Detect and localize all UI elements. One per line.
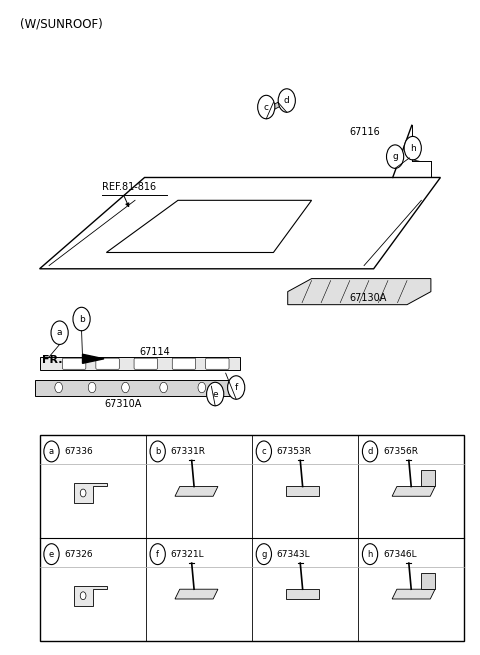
Text: c: c [262,447,266,456]
FancyBboxPatch shape [96,358,119,369]
Text: 67346L: 67346L [383,550,417,559]
Circle shape [404,136,421,160]
Text: 67326: 67326 [64,550,93,559]
Circle shape [258,96,275,119]
Text: a: a [49,447,54,456]
Text: 67321L: 67321L [170,550,204,559]
Text: 67310A: 67310A [104,400,142,409]
Text: 67114: 67114 [140,347,170,357]
Text: b: b [79,314,84,324]
Circle shape [80,489,86,497]
FancyBboxPatch shape [62,358,86,369]
Text: g: g [261,550,266,559]
Polygon shape [175,590,218,599]
Text: 67116: 67116 [350,127,381,137]
Text: FR.: FR. [42,355,62,365]
Polygon shape [83,354,104,364]
Polygon shape [175,487,218,496]
Polygon shape [421,573,435,590]
FancyBboxPatch shape [172,358,196,369]
Polygon shape [286,487,319,496]
FancyBboxPatch shape [205,358,229,369]
Circle shape [206,383,224,405]
Polygon shape [392,590,435,599]
Text: c: c [264,103,269,111]
Polygon shape [288,278,431,305]
Text: 67336: 67336 [64,447,93,456]
FancyBboxPatch shape [134,358,157,369]
Circle shape [51,321,68,345]
Polygon shape [73,586,107,605]
Circle shape [278,89,295,112]
Text: (W/SUNROOF): (W/SUNROOF) [21,18,103,31]
Text: a: a [57,328,62,337]
Polygon shape [35,380,235,396]
Circle shape [228,376,245,400]
Circle shape [160,383,168,393]
Circle shape [150,441,165,462]
Text: 67343L: 67343L [277,550,311,559]
Polygon shape [39,357,240,370]
Text: e: e [49,550,54,559]
Circle shape [150,544,165,565]
Text: d: d [367,447,373,456]
Polygon shape [269,97,288,112]
Circle shape [362,544,378,565]
Polygon shape [421,470,435,487]
Text: e: e [212,390,218,398]
Text: b: b [155,447,160,456]
Polygon shape [286,590,319,599]
Circle shape [121,383,129,393]
Circle shape [55,383,62,393]
Text: REF.81-816: REF.81-816 [102,182,156,193]
Polygon shape [392,487,435,496]
Bar [39,435,464,641]
Circle shape [362,441,378,462]
Text: 67356R: 67356R [383,447,418,456]
Text: 67130A: 67130A [350,293,387,303]
Text: d: d [284,96,289,105]
Circle shape [44,544,59,565]
Circle shape [386,145,404,168]
Polygon shape [73,483,107,503]
Text: h: h [367,550,373,559]
Circle shape [198,383,205,393]
Text: h: h [410,143,416,153]
Text: 67353R: 67353R [277,447,312,456]
Circle shape [44,441,59,462]
Circle shape [80,592,86,599]
Text: f: f [156,550,159,559]
Circle shape [256,441,272,462]
Circle shape [88,383,96,393]
Text: f: f [235,383,238,392]
Text: g: g [392,152,398,161]
Text: 67331R: 67331R [170,447,205,456]
Circle shape [73,307,90,331]
Circle shape [256,544,272,565]
